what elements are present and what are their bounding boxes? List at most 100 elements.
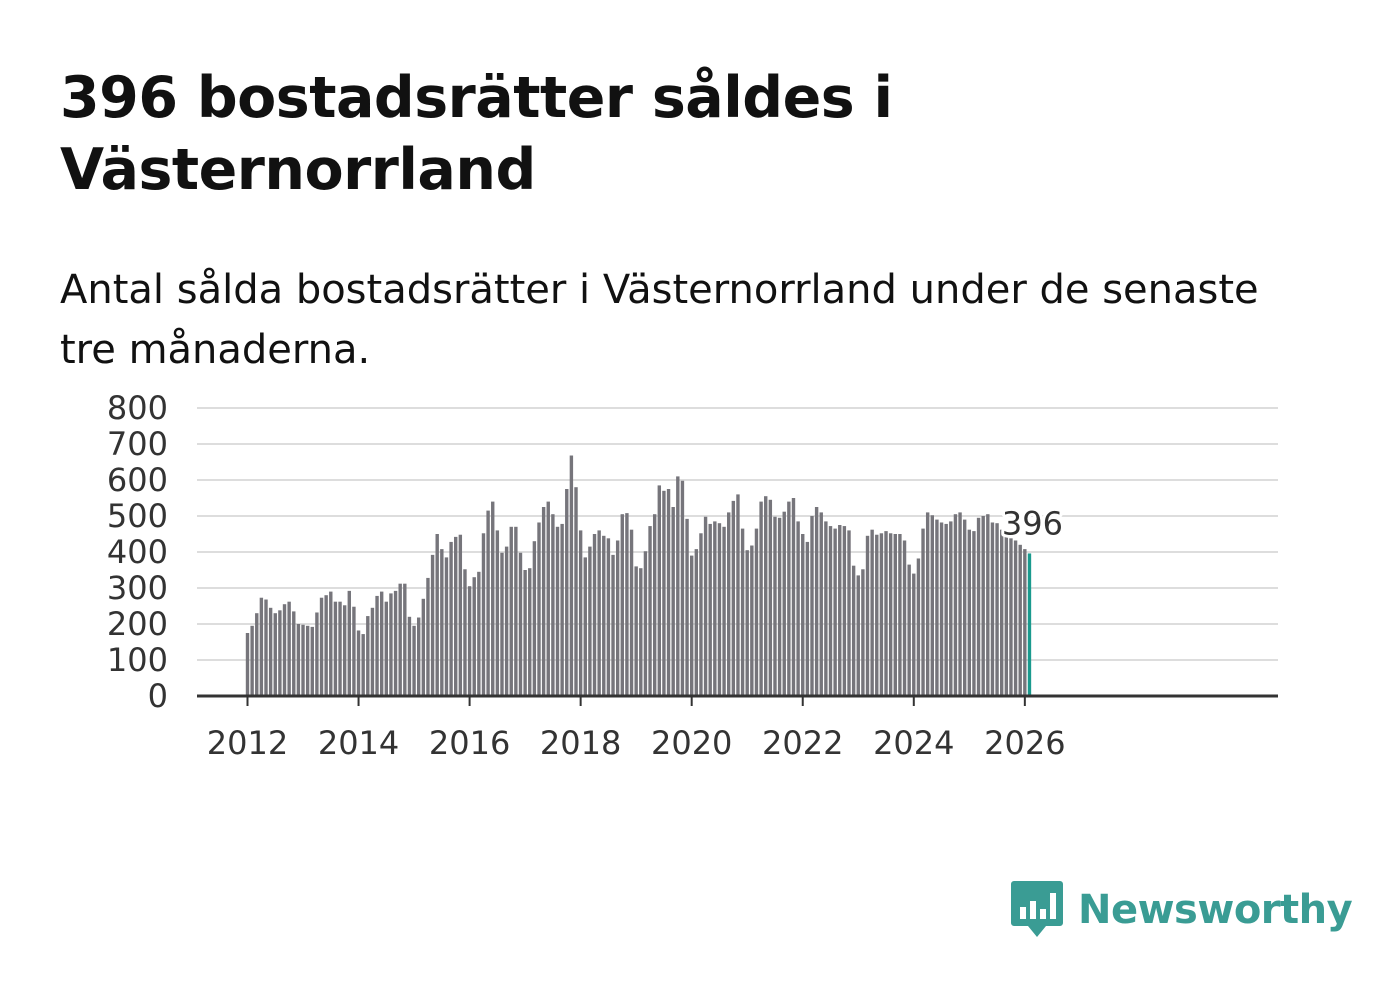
x-tick-label: 2018 — [540, 724, 621, 762]
bar — [805, 541, 810, 696]
bar — [329, 591, 333, 696]
bar — [532, 541, 537, 696]
bar — [504, 546, 509, 696]
bar — [620, 514, 624, 696]
bar — [972, 531, 976, 696]
bar — [851, 565, 856, 696]
bar — [916, 558, 921, 696]
bar — [736, 494, 740, 696]
bar — [541, 507, 546, 696]
bar — [828, 526, 833, 696]
bar — [528, 568, 532, 696]
bar — [879, 533, 884, 696]
bar — [949, 521, 953, 696]
bar — [782, 511, 786, 696]
bar — [962, 519, 967, 696]
bar — [898, 534, 902, 696]
bar — [569, 455, 574, 696]
bar — [338, 601, 342, 696]
bar — [717, 523, 722, 696]
bar — [315, 612, 319, 696]
x-tick-label: 2026 — [984, 724, 1065, 762]
bar — [430, 554, 435, 696]
bar — [671, 507, 675, 696]
bar — [273, 613, 277, 696]
bar — [370, 607, 375, 696]
bar — [676, 476, 680, 696]
bar — [352, 606, 356, 696]
bar — [444, 557, 449, 696]
bar — [615, 540, 620, 696]
brand-name: Newsworthy — [1078, 887, 1353, 933]
bar — [518, 552, 523, 696]
bar — [555, 526, 560, 696]
bar — [495, 530, 500, 696]
bar — [842, 526, 847, 696]
bar — [342, 605, 347, 696]
bar — [685, 518, 689, 696]
bar — [634, 566, 638, 696]
bar — [787, 501, 791, 696]
bar — [255, 613, 259, 696]
bar — [421, 598, 426, 696]
bar — [939, 522, 944, 696]
bar — [824, 521, 828, 696]
bar — [375, 595, 379, 696]
bar — [1018, 544, 1022, 696]
bar — [398, 583, 402, 696]
bar — [361, 634, 365, 696]
bar — [477, 571, 481, 696]
bar — [796, 521, 800, 696]
bar — [319, 597, 324, 696]
bar — [551, 514, 555, 696]
x-tick-label: 2014 — [318, 724, 399, 762]
bar — [912, 573, 916, 696]
bar — [925, 512, 930, 696]
annotation-label: 396 — [1002, 504, 1063, 542]
bar — [310, 626, 314, 696]
bar — [416, 617, 421, 696]
y-tick-label: 200 — [107, 605, 168, 643]
bar — [990, 522, 995, 696]
bar — [754, 528, 759, 696]
bar — [740, 528, 745, 696]
bar — [454, 536, 458, 696]
bar — [657, 485, 662, 696]
y-tick-label: 0 — [148, 677, 168, 715]
bar — [814, 507, 819, 696]
bar — [888, 533, 893, 696]
bar — [1023, 549, 1027, 696]
bar — [250, 625, 254, 696]
bar — [907, 564, 911, 696]
bar-series — [245, 455, 1032, 696]
bar — [472, 577, 476, 696]
bar — [384, 601, 389, 696]
bar — [731, 500, 736, 696]
bar — [412, 625, 416, 696]
bar — [583, 557, 587, 696]
bar — [976, 517, 981, 696]
bar — [870, 529, 874, 696]
bar — [921, 528, 925, 696]
bar — [856, 575, 860, 696]
y-tick-label: 500 — [107, 497, 168, 535]
bar — [491, 501, 495, 696]
annotation-layer: 396 — [999, 501, 1066, 545]
bar — [449, 541, 453, 696]
bar — [1013, 540, 1018, 696]
bar — [810, 516, 814, 696]
bar — [264, 599, 268, 696]
bar — [930, 515, 934, 696]
bar — [403, 583, 407, 696]
bar — [509, 526, 513, 696]
bar — [301, 624, 305, 696]
x-tick-label: 2012 — [207, 724, 288, 762]
bar — [347, 590, 351, 696]
bar — [801, 534, 805, 696]
bar — [268, 607, 273, 696]
bar — [523, 570, 527, 696]
bar — [773, 516, 777, 696]
bar — [458, 534, 463, 696]
